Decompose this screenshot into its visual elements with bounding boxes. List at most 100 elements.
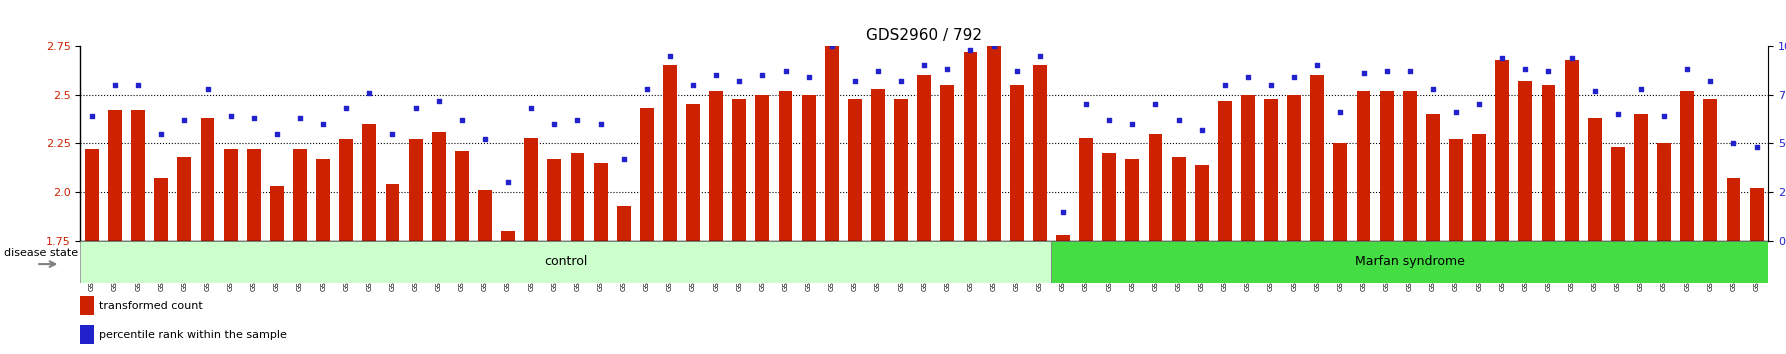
Bar [895, 98, 907, 354]
Bar [616, 206, 630, 354]
Point [1395, 68, 1423, 74]
Point [1581, 88, 1609, 93]
Point [909, 63, 939, 68]
Bar [1079, 138, 1093, 354]
Bar [825, 46, 839, 354]
Bar [1195, 165, 1209, 354]
Point [1697, 78, 1725, 84]
Bar [432, 132, 446, 354]
Bar [270, 186, 284, 354]
Bar [964, 52, 977, 354]
Bar [1288, 95, 1302, 354]
FancyBboxPatch shape [80, 241, 1052, 283]
Bar [547, 159, 561, 354]
Point [379, 131, 407, 136]
Bar [732, 98, 747, 354]
Point [1720, 141, 1748, 146]
Bar [1750, 188, 1763, 354]
Point [1650, 113, 1679, 119]
Point [795, 74, 823, 80]
Bar [479, 190, 491, 354]
Bar [1381, 91, 1393, 354]
Bar [80, 325, 93, 344]
Bar [1311, 75, 1323, 354]
Bar [246, 149, 261, 354]
Bar [1727, 178, 1740, 354]
Point [586, 121, 614, 127]
Point [309, 121, 338, 127]
Bar [1541, 85, 1556, 354]
Bar [570, 153, 584, 354]
Bar [1102, 153, 1116, 354]
Bar [1264, 98, 1279, 354]
Bar [1218, 101, 1232, 354]
Bar [455, 151, 468, 354]
Bar [779, 91, 793, 354]
Bar [1172, 157, 1186, 354]
Point [888, 78, 916, 84]
Bar [1472, 134, 1486, 354]
Point [679, 82, 707, 88]
Point [818, 43, 847, 49]
Bar [848, 98, 863, 354]
Point [286, 115, 314, 121]
Point [1257, 82, 1286, 88]
Point [123, 82, 152, 88]
Point [1488, 55, 1516, 61]
Point [1557, 55, 1586, 61]
Bar [1125, 159, 1139, 354]
Bar [802, 95, 816, 354]
Bar [709, 91, 723, 354]
Bar [1634, 114, 1648, 354]
Point [609, 156, 638, 162]
Point [472, 137, 500, 142]
Bar [386, 184, 400, 354]
Bar [86, 149, 98, 354]
Bar [502, 231, 514, 354]
Bar [1565, 59, 1579, 354]
Point [1673, 67, 1702, 72]
Point [516, 105, 545, 111]
Point [539, 121, 568, 127]
Point [1304, 63, 1332, 68]
Bar [1009, 85, 1023, 354]
Bar [1495, 59, 1509, 354]
Bar [525, 138, 538, 354]
Bar [363, 124, 377, 354]
Bar [1588, 118, 1602, 354]
Bar [663, 65, 677, 354]
Point [1348, 70, 1377, 76]
Point [1534, 68, 1563, 74]
Text: transformed count: transformed count [98, 301, 204, 311]
Text: disease state: disease state [4, 249, 79, 258]
Bar [1148, 134, 1163, 354]
Point [979, 43, 1007, 49]
Point [932, 67, 961, 72]
Point [263, 131, 291, 136]
Point [632, 86, 661, 92]
Point [1002, 68, 1031, 74]
Point [1025, 53, 1054, 58]
Bar [1681, 91, 1695, 354]
Bar [872, 89, 884, 354]
Point [448, 117, 477, 123]
Point [493, 179, 522, 185]
Bar [1518, 81, 1532, 354]
Point [355, 90, 384, 96]
Point [748, 72, 777, 78]
Point [1441, 109, 1470, 115]
Bar [986, 46, 1000, 354]
Point [1743, 144, 1772, 150]
Bar [80, 296, 93, 315]
Point [332, 105, 361, 111]
Bar [1056, 235, 1070, 354]
Bar [1357, 91, 1370, 354]
Bar [755, 95, 770, 354]
Text: control: control [545, 256, 588, 268]
Bar [639, 108, 654, 354]
Bar [1657, 143, 1672, 354]
Bar [409, 139, 423, 354]
Bar [1611, 147, 1625, 354]
Point [1234, 74, 1263, 80]
Point [725, 78, 754, 84]
